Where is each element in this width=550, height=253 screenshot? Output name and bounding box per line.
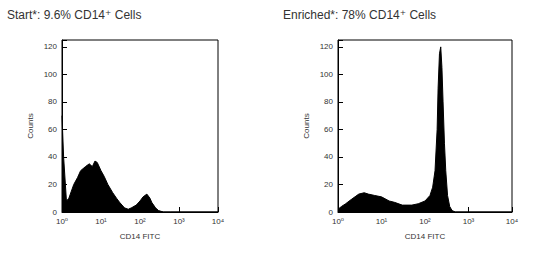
- svg-text:20: 20: [324, 180, 333, 189]
- svg-text:80: 80: [324, 97, 333, 106]
- svg-text:40: 40: [48, 152, 57, 161]
- svg-text:10²: 10²: [134, 217, 146, 226]
- svg-text:120: 120: [44, 42, 58, 51]
- svg-text:Enriched*: 78% CD14⁺ Cells: Enriched*: 78% CD14⁺ Cells: [283, 8, 436, 22]
- svg-text:40: 40: [324, 152, 333, 161]
- svg-text:10⁴: 10⁴: [506, 217, 519, 226]
- svg-text:10¹: 10¹: [95, 217, 107, 226]
- svg-text:60: 60: [324, 125, 333, 134]
- svg-text:CD14 FITC: CD14 FITC: [120, 232, 161, 241]
- svg-text:10⁰: 10⁰: [56, 217, 68, 226]
- svg-text:120: 120: [320, 42, 334, 51]
- svg-text:CD14 FITC: CD14 FITC: [405, 232, 446, 241]
- svg-text:10⁴: 10⁴: [212, 217, 225, 226]
- svg-text:10³: 10³: [463, 217, 475, 226]
- svg-text:Counts: Counts: [26, 113, 35, 138]
- svg-text:10⁰: 10⁰: [332, 217, 344, 226]
- svg-text:60: 60: [48, 125, 57, 134]
- svg-text:Counts: Counts: [302, 113, 311, 138]
- svg-text:0: 0: [53, 208, 58, 217]
- svg-text:Start*: 9.6% CD14⁺ Cells: Start*: 9.6% CD14⁺ Cells: [7, 8, 141, 22]
- svg-text:10³: 10³: [173, 217, 185, 226]
- svg-text:20: 20: [48, 180, 57, 189]
- svg-text:0: 0: [329, 208, 334, 217]
- svg-text:10¹: 10¹: [376, 217, 388, 226]
- svg-text:10²: 10²: [419, 217, 431, 226]
- svg-text:80: 80: [48, 97, 57, 106]
- svg-text:100: 100: [44, 70, 58, 79]
- svg-text:100: 100: [320, 70, 334, 79]
